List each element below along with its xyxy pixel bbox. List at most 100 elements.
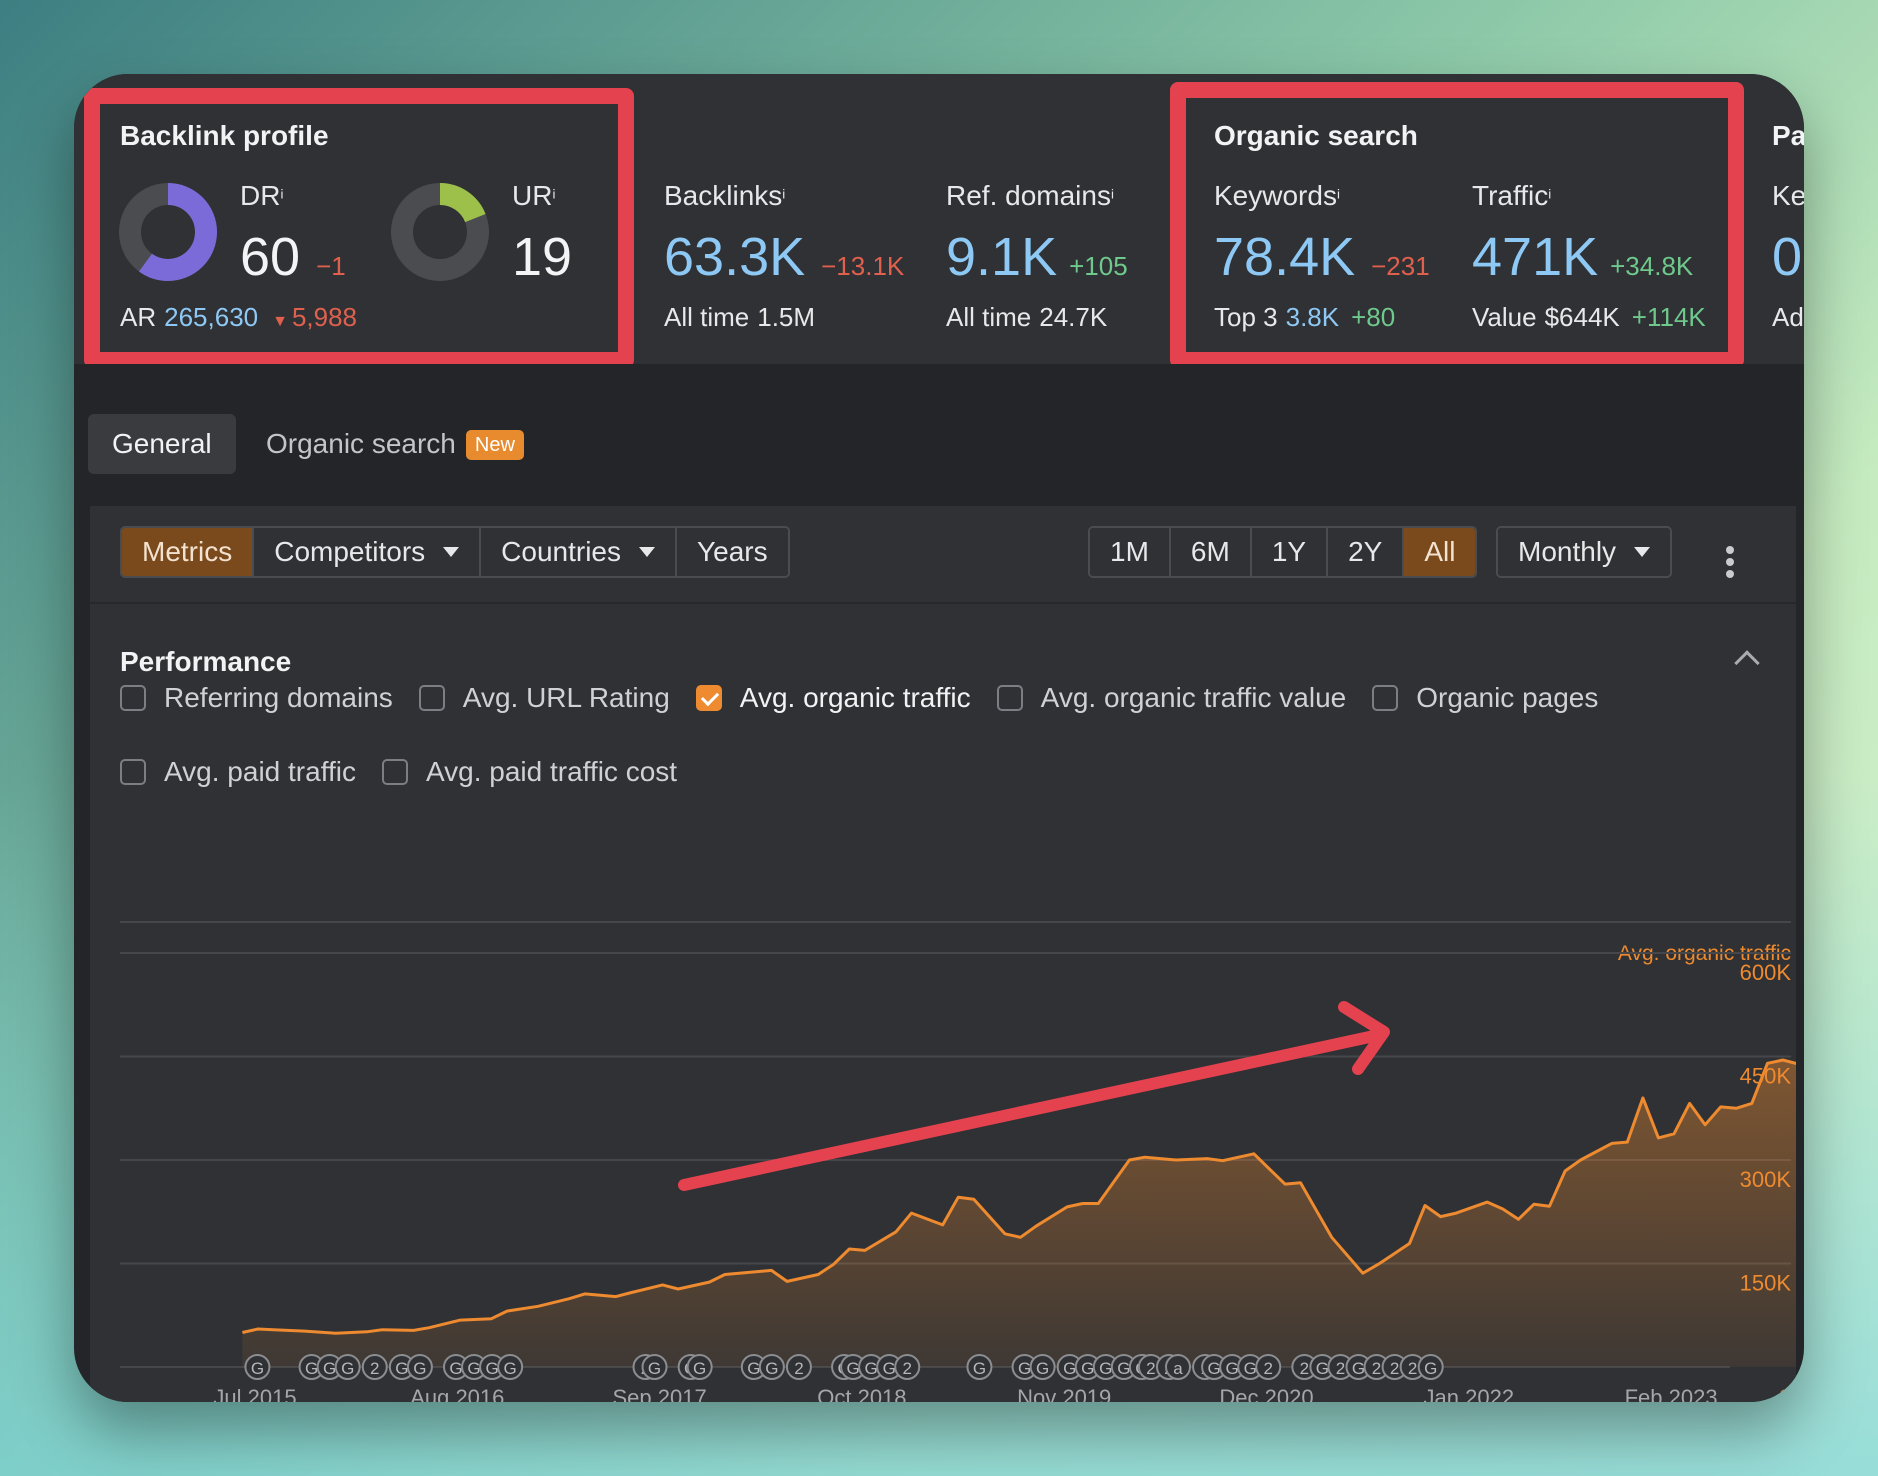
- event-marker-label: G: [1207, 1359, 1220, 1378]
- checkbox-avg-paid-traffic[interactable]: Avg. paid traffic: [120, 756, 356, 788]
- x-tick-label: Nov 2019: [1017, 1385, 1111, 1402]
- event-marker-label: G: [1244, 1359, 1257, 1378]
- event-marker[interactable]: [1029, 1354, 1056, 1380]
- keywords-label[interactable]: Keywordsi: [1214, 180, 1340, 211]
- info-icon[interactable]: i: [1548, 186, 1552, 202]
- event-marker-label: G: [1036, 1359, 1049, 1378]
- event-marker[interactable]: [244, 1354, 271, 1380]
- event-marker[interactable]: [785, 1354, 812, 1380]
- range-1y-button[interactable]: 1Y: [1251, 528, 1329, 576]
- info-icon[interactable]: i: [1336, 186, 1340, 202]
- range-6m-button[interactable]: 6M: [1170, 528, 1252, 576]
- event-marker-label: 2: [1390, 1359, 1399, 1378]
- checkbox-box[interactable]: [418, 685, 445, 711]
- dr-value: 60 −1: [240, 227, 346, 287]
- event-marker-label: G: [323, 1359, 336, 1378]
- checkbox-checked-icon[interactable]: [695, 685, 722, 711]
- countries-dropdown[interactable]: Countries: [481, 528, 678, 576]
- backlinks-value[interactable]: 63.3K −13.1K: [664, 227, 905, 287]
- traffic-line[interactable]: [242, 1032, 1796, 1335]
- competitors-dropdown[interactable]: Competitors: [254, 528, 482, 576]
- event-marker[interactable]: [686, 1354, 713, 1380]
- caret-down-icon: [443, 547, 460, 557]
- metric-checkbox-row-2: Avg. paid traffic Avg. paid traffic cost: [120, 756, 703, 788]
- event-marker[interactable]: [758, 1354, 785, 1380]
- traffic-label[interactable]: Traffici: [1472, 180, 1552, 211]
- event-marker-label: 2: [1336, 1359, 1345, 1378]
- tab-organic-search[interactable]: Organic search New: [242, 414, 548, 474]
- ur-donut-icon: [391, 183, 489, 281]
- info-icon[interactable]: i: [552, 186, 556, 202]
- checkbox-organic-pages[interactable]: Organic pages: [1372, 682, 1598, 714]
- ref-domains-all-time: All time 24.7K: [946, 302, 1108, 332]
- metrics-button[interactable]: Metrics: [122, 528, 255, 576]
- event-marker[interactable]: [1417, 1354, 1444, 1380]
- x-tick-label: Jul 2015: [213, 1385, 296, 1402]
- years-button[interactable]: Years: [677, 528, 788, 576]
- checkbox-box[interactable]: [1372, 685, 1399, 711]
- checkbox-box[interactable]: [381, 759, 408, 785]
- backlinks-label[interactable]: Backlinksi: [664, 180, 786, 211]
- traffic-value-amount: $644K: [1544, 302, 1620, 332]
- dr-label[interactable]: DRi: [240, 180, 284, 211]
- checkbox-box[interactable]: [120, 759, 146, 785]
- paid-keywords-value: 0: [1772, 227, 1803, 287]
- event-marker-label: 2: [1264, 1359, 1273, 1378]
- traffic-value[interactable]: 471K +34.8K: [1472, 227, 1694, 287]
- event-marker[interactable]: [334, 1354, 361, 1380]
- dr-change: −1: [316, 251, 346, 281]
- organic-traffic-chart[interactable]: Avg. organic traffic0150K300K450K600KGGG…: [90, 506, 1796, 1402]
- y-tick-label: 0: [1779, 1385, 1791, 1402]
- checkbox-avg-organic-traffic[interactable]: Avg. organic traffic: [695, 682, 971, 714]
- triangle-down-icon: ▼: [272, 313, 288, 330]
- event-marker[interactable]: [497, 1354, 524, 1380]
- event-marker-label: 2: [1408, 1359, 1417, 1378]
- checkbox-box[interactable]: [120, 685, 146, 711]
- event-marker-label: G: [485, 1359, 498, 1378]
- ref-domains-value[interactable]: 9.1K +105: [946, 227, 1128, 287]
- checkbox-referring-domains[interactable]: Referring domains: [120, 682, 393, 714]
- info-icon[interactable]: i: [1110, 186, 1114, 202]
- range-all-button[interactable]: All: [1404, 528, 1476, 576]
- ur-label[interactable]: URi: [512, 180, 556, 211]
- checkbox-avg-url-rating[interactable]: Avg. URL Rating: [418, 682, 670, 714]
- checkbox-box[interactable]: [996, 685, 1023, 711]
- info-icon[interactable]: i: [280, 186, 284, 202]
- event-marker-label: G: [865, 1359, 878, 1378]
- ref-domains-label[interactable]: Ref. domainsi: [946, 180, 1114, 211]
- annotation-arrow-shaft: [678, 1030, 1380, 1191]
- kebab-vertical-icon[interactable]: [1726, 546, 1734, 582]
- event-marker-label: G: [1117, 1359, 1130, 1378]
- event-marker[interactable]: [966, 1354, 993, 1380]
- keywords-value[interactable]: 78.4K −231: [1214, 227, 1430, 287]
- event-marker[interactable]: [894, 1354, 921, 1380]
- toolbar-divider: [90, 602, 1796, 604]
- view-button-group: Metrics Competitors Countries Years: [120, 526, 790, 578]
- event-marker-label: G: [1099, 1359, 1112, 1378]
- event-marker-label: G: [395, 1359, 408, 1378]
- event-marker[interactable]: [641, 1354, 668, 1380]
- range-2y-button[interactable]: 2Y: [1328, 528, 1405, 576]
- interval-dropdown[interactable]: Monthly: [1496, 526, 1673, 578]
- app-window: Backlink profile DRi 60 −1 URi 19 AR 265,6…: [74, 74, 1804, 1402]
- event-marker[interactable]: [1164, 1354, 1191, 1380]
- paid-keywords-label: Ke: [1772, 180, 1804, 211]
- x-tick-label: Sep 2017: [612, 1385, 706, 1402]
- event-marker[interactable]: [361, 1354, 388, 1380]
- organic-search-title: Organic search: [1214, 120, 1418, 151]
- interval-label: Monthly: [1498, 528, 1671, 576]
- event-marker-label: 2: [1372, 1359, 1381, 1378]
- range-1m-button[interactable]: 1M: [1090, 528, 1171, 576]
- event-marker-label: G: [1063, 1359, 1076, 1378]
- ar-value[interactable]: 265,630: [164, 302, 259, 332]
- checkbox-avg-organic-traffic-value[interactable]: Avg. organic traffic value: [996, 682, 1346, 714]
- event-marker[interactable]: [406, 1354, 433, 1380]
- checkbox-avg-paid-traffic-cost[interactable]: Avg. paid traffic cost: [381, 756, 677, 788]
- new-badge: New: [465, 430, 524, 460]
- ref-domains-change: +105: [1069, 251, 1128, 281]
- info-icon[interactable]: i: [782, 186, 786, 202]
- event-marker[interactable]: [1255, 1354, 1282, 1380]
- top3-value[interactable]: 3.8K: [1285, 302, 1340, 332]
- tab-general[interactable]: General: [88, 414, 236, 474]
- event-marker-label: a: [1173, 1359, 1183, 1378]
